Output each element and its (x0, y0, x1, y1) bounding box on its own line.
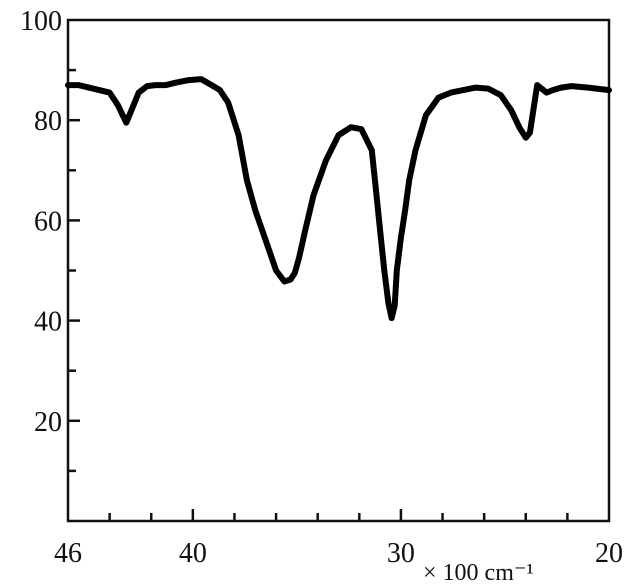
x-tick-label: 20 (595, 538, 623, 569)
y-tick-label: 40 (34, 307, 62, 338)
plot-frame (66, 18, 611, 523)
x-tick-label: 40 (179, 538, 207, 569)
y-axis-ticks: 20 40 60 80 100 (20, 6, 80, 473)
y-tick-label: 20 (34, 407, 62, 438)
y-tick-label: 60 (34, 206, 62, 237)
y-tick-label: 100 (20, 6, 62, 37)
series-line (65, 76, 612, 322)
y-tick-label: 80 (34, 106, 62, 137)
x-axis-ticks: 46 40 30 20 (54, 509, 623, 569)
x-tick-label: 30 (387, 538, 415, 569)
x-tick-label: 46 (54, 538, 82, 569)
x-axis-unit-label: × 100 cm⁻¹ (423, 560, 534, 586)
